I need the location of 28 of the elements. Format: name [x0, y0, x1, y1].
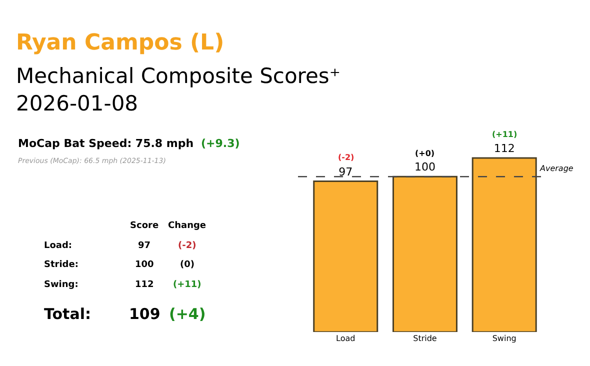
- annotation: (-2): [338, 153, 354, 162]
- text: (+9.3): [201, 137, 240, 150]
- text: 112: [135, 280, 154, 290]
- annotation: (+0): [415, 149, 435, 158]
- text: Change: [168, 221, 206, 231]
- annotation: (+11): [492, 130, 518, 139]
- text: Swing:: [44, 280, 78, 290]
- x-tick-label: Load: [336, 334, 356, 343]
- data-label: 112: [494, 142, 515, 155]
- ref-line-label: Average: [539, 164, 574, 173]
- text: Total:: [44, 305, 91, 323]
- text: Load:: [44, 241, 72, 251]
- text: MoCap Bat Speed: 75.8 mph: [18, 137, 194, 150]
- text: 97: [138, 241, 151, 251]
- text: 109: [129, 305, 160, 323]
- text: (0): [180, 260, 194, 270]
- text: 100: [135, 260, 154, 270]
- text: (+11): [173, 280, 202, 290]
- data-label: 97: [338, 165, 353, 178]
- text: Score: [130, 221, 159, 231]
- x-tick-label: Swing: [492, 334, 516, 343]
- chart-subtitle: Mechanical Composite Scores⁺ 2026-01-08: [16, 64, 340, 116]
- text: (+4): [169, 305, 206, 323]
- text: Ryan Campos (L): [16, 30, 224, 56]
- text: (-2): [178, 241, 196, 251]
- text: Stride:: [44, 260, 78, 270]
- x-tick-label: Stride: [413, 334, 437, 343]
- data-label: 100: [414, 160, 436, 174]
